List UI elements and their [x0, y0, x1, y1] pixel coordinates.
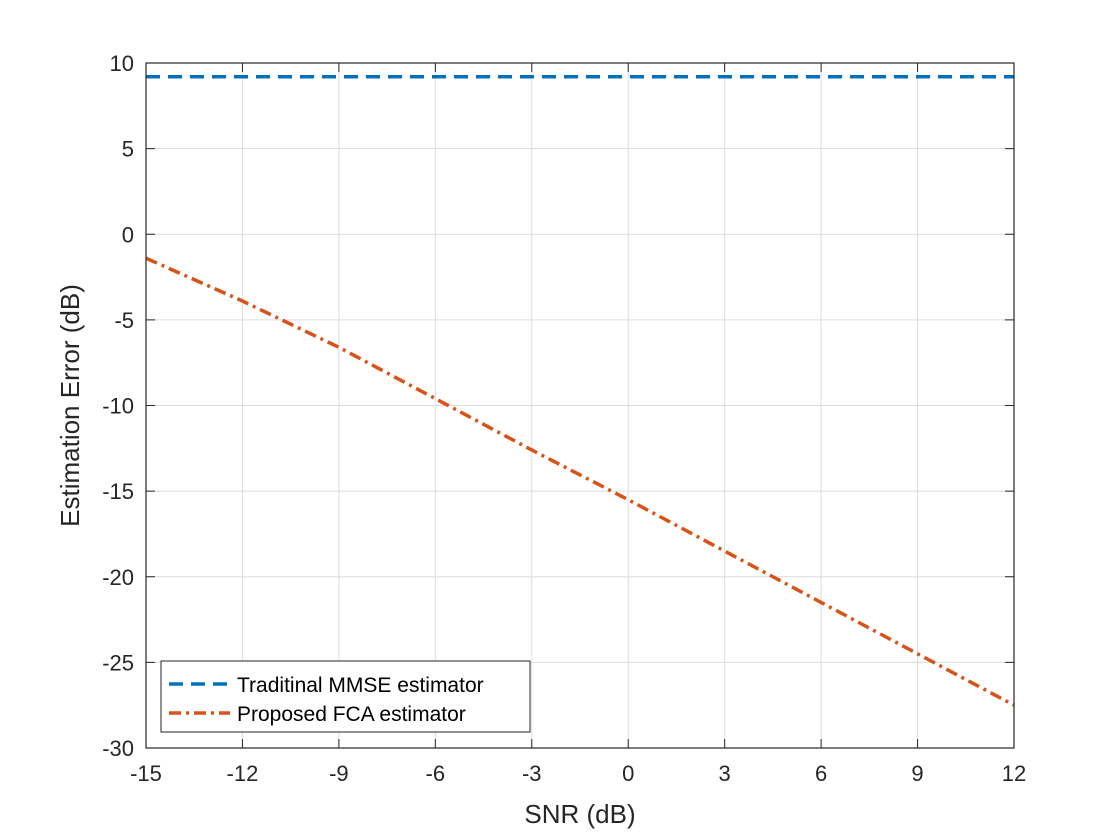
- y-tick-label: -5: [114, 308, 134, 333]
- x-tick-label: -3: [522, 761, 542, 786]
- y-tick-label: -15: [102, 479, 134, 504]
- y-tick-label: 10: [110, 51, 134, 76]
- series-line-1: [145, 256, 1015, 707]
- series-group: [145, 74, 1015, 707]
- x-tick-label: 12: [1002, 761, 1026, 786]
- legend: Traditinal MMSE estimator Proposed FCA e…: [160, 660, 531, 733]
- x-tick-label: -12: [227, 761, 259, 786]
- x-tick-label: 6: [815, 761, 827, 786]
- x-tick-label: 3: [719, 761, 731, 786]
- legend-label-fca: Proposed FCA estimator: [237, 703, 466, 726]
- x-tick-label: 9: [911, 761, 923, 786]
- y-axis-label: Estimation Error (dB): [55, 284, 85, 527]
- legend-box: [160, 660, 531, 733]
- y-tick-label: -30: [102, 736, 134, 761]
- y-tick-label: -25: [102, 650, 134, 675]
- x-tick-label: -9: [329, 761, 349, 786]
- x-tick-label: -15: [130, 761, 162, 786]
- y-tick-label: -20: [102, 565, 134, 590]
- legend-label-mmse: Traditinal MMSE estimator: [237, 674, 484, 697]
- y-tick-label: -10: [102, 394, 134, 419]
- x-axis-label: SNR (dB): [524, 799, 635, 829]
- x-tick-label: 0: [622, 761, 634, 786]
- y-tick-label: 5: [122, 137, 134, 162]
- x-tick-label: -6: [426, 761, 446, 786]
- y-tick-label: 0: [122, 222, 134, 247]
